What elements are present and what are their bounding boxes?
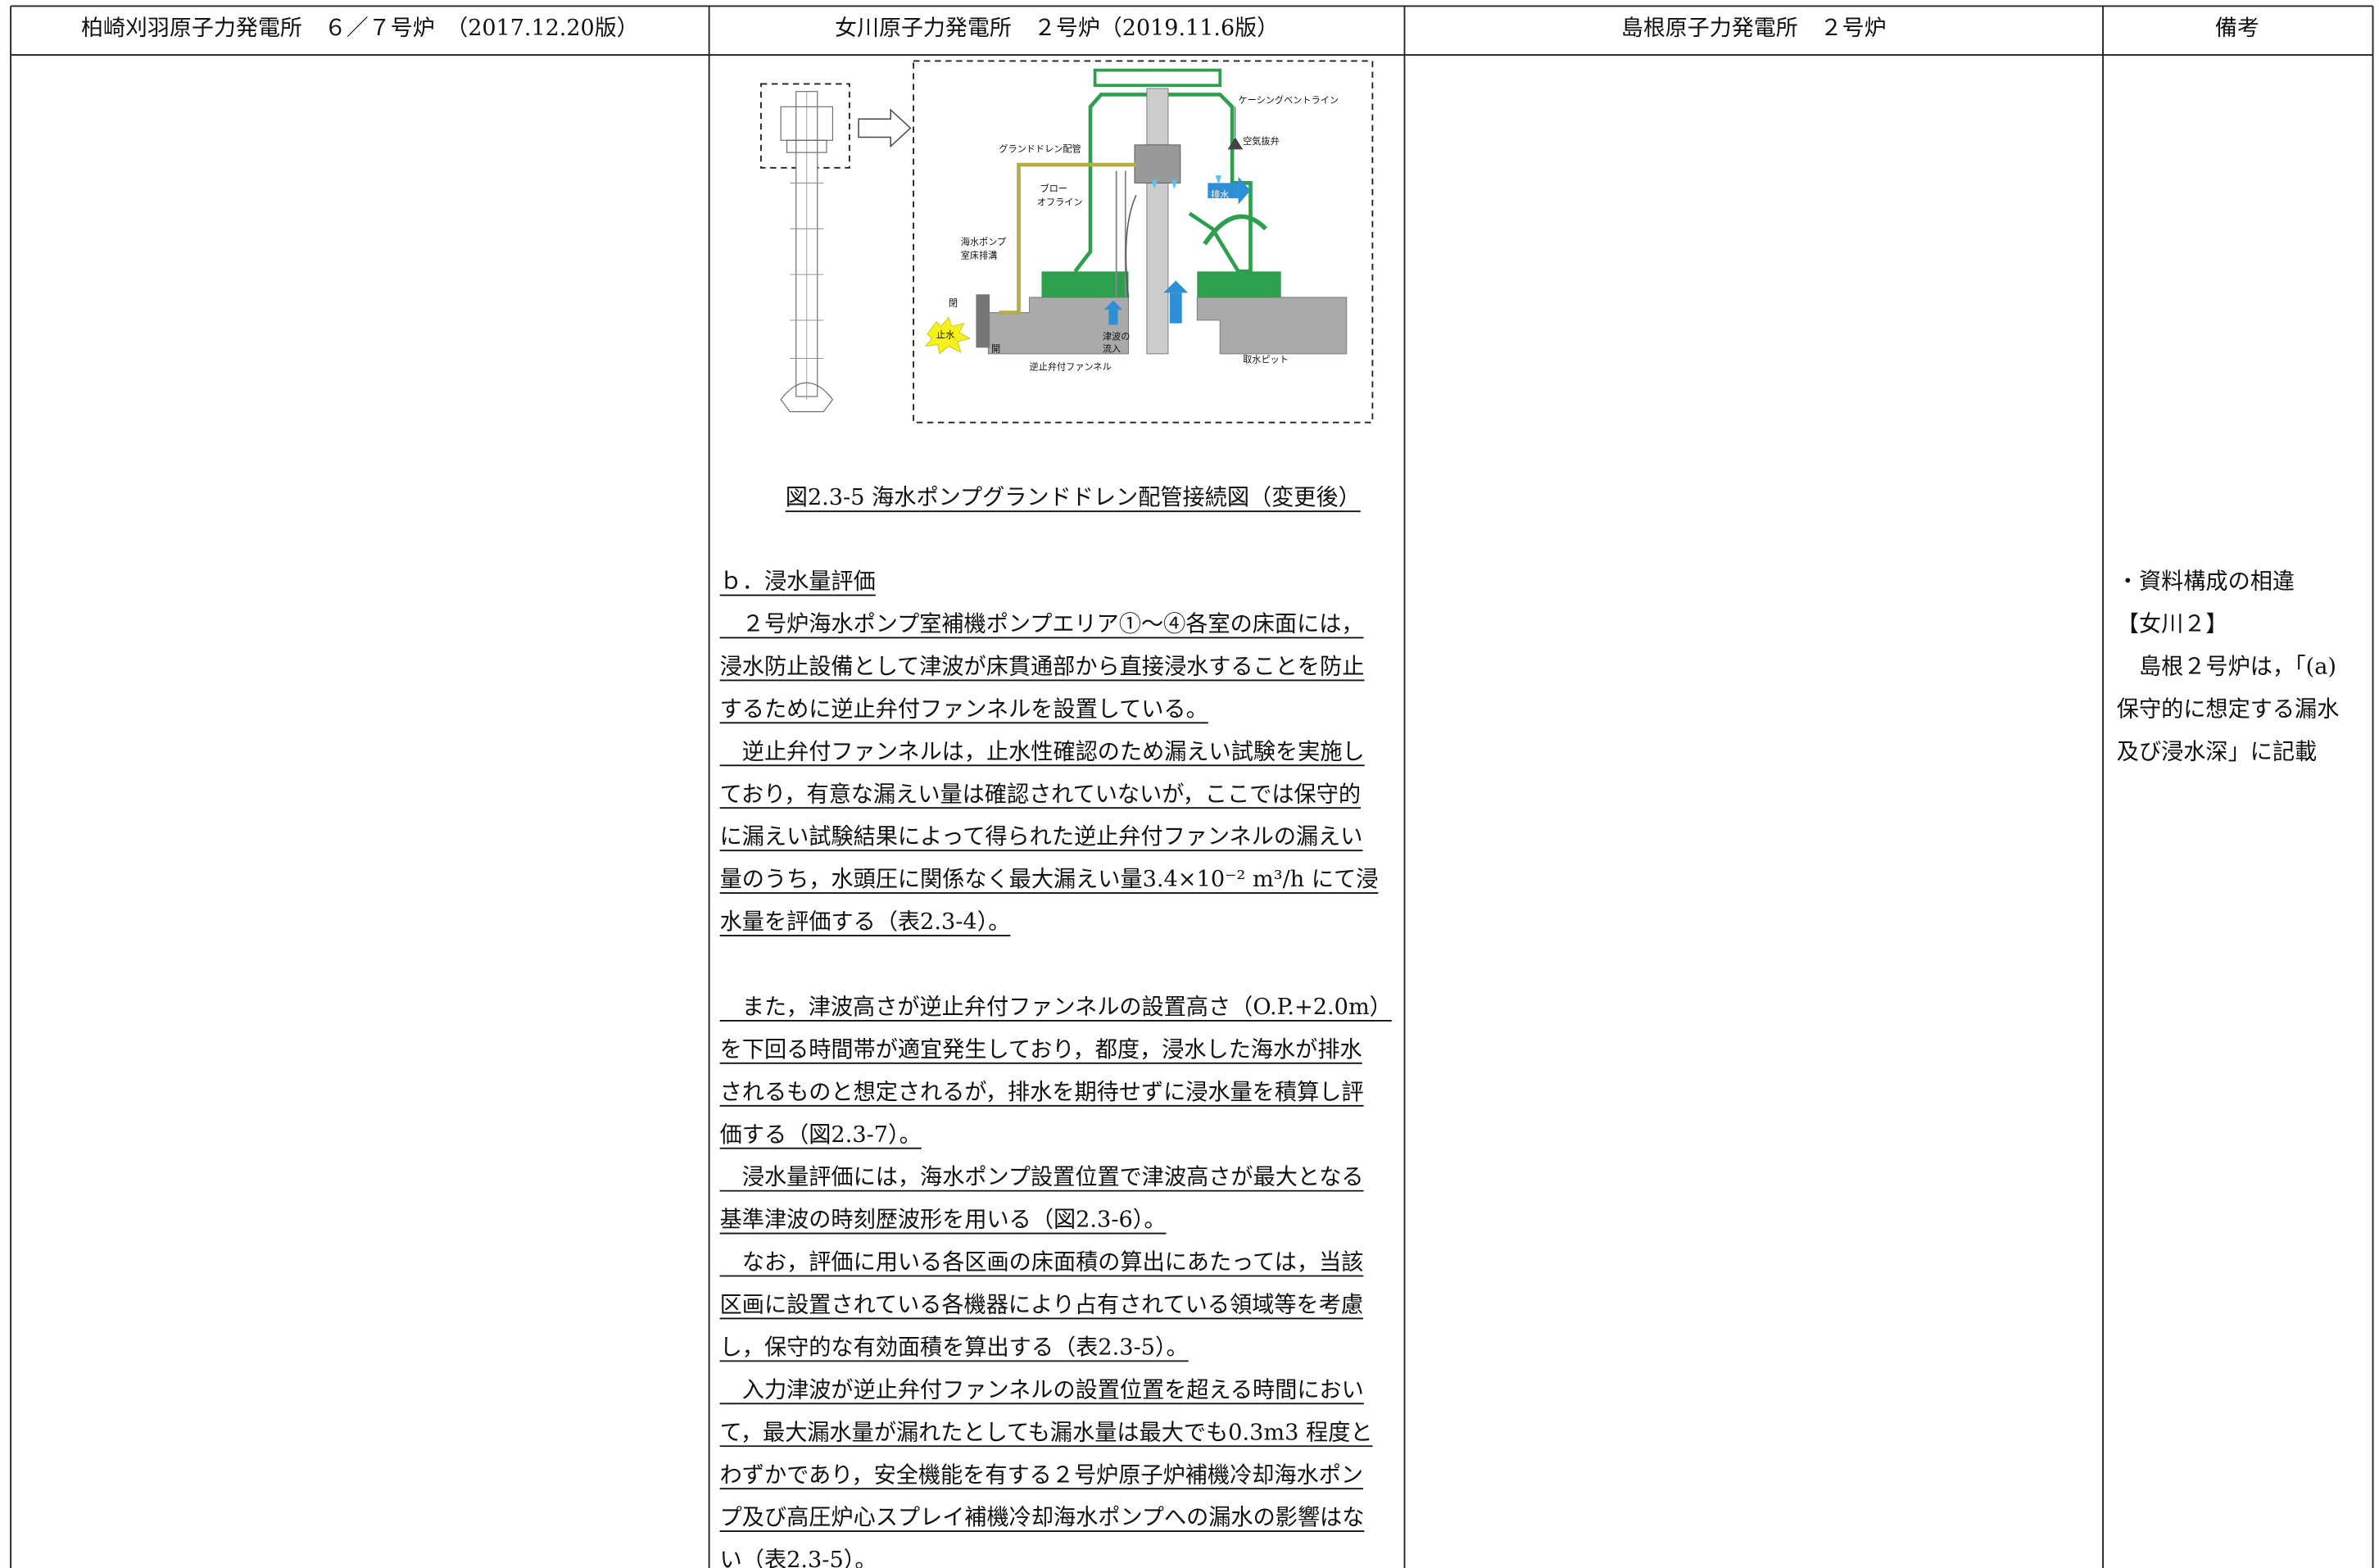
body-line: ２号炉海水ポンプ室補機ポンプエリア①～④各室の床面には， [720, 612, 1364, 637]
body-line: 浸水防止設備として津波が床貫通部から直接浸水することを防止 [720, 654, 1365, 679]
body-line: されるものと想定されるが，排水を期待せずに浸水量を積算し評 [720, 1080, 1364, 1105]
figure-label: 閉 [949, 297, 958, 308]
body-line: 逆止弁付ファンネルは，止水性確認のため漏えい試験を実施し [720, 739, 1365, 764]
figure-label: 開 [991, 343, 1000, 354]
body-line: し，保守的な有効面積を算出する（表2.3-5）。 [720, 1335, 1189, 1360]
remark-line: 保守的に想定する漏水 [2117, 696, 2340, 722]
figure-label: 空気抜弁 [1243, 135, 1280, 147]
body-line: プ及び高圧炉心スプレイ補機冷却海水ポンプへの漏水の影響はな [720, 1505, 1365, 1530]
figure-label: 海水ポンプ [961, 236, 1006, 247]
figure-label: グランドドレン配管 [999, 143, 1081, 154]
figure-label: オフライン [1037, 197, 1083, 208]
column-header: 備考 [2215, 16, 2259, 41]
figure-label: 室床排溝 [961, 250, 998, 261]
body-line: するために逆止弁付ファンネルを設置している。 [720, 696, 1208, 722]
figure-label: 流入 [1103, 342, 1121, 354]
column-header: 島根原子力発電所 ２号炉 [1621, 16, 1887, 41]
body-line: を下回る時間帯が適宜発生しており，都度，浸水した海水が排水 [720, 1037, 1362, 1063]
figure: ケーシングベントライン空気抜弁グランドドレン配管ブローオフライン海水ポンプ室床排… [759, 60, 1374, 424]
column-header: 柏崎刈羽原子力発電所 ６／７号炉 （2017.12.20版） [81, 16, 639, 41]
figure-label: ケーシングベントライン [1239, 94, 1339, 106]
figure-label: 逆止弁付ファンネル [1030, 361, 1112, 373]
figure-caption: 図2.3-5 海水ポンプグランドドレン配管接続図（変更後） [786, 485, 1361, 510]
remark-line: ・資料構成の相違 [2117, 569, 2295, 595]
body-line: わずかであり，安全機能を有する２号炉原子炉補機冷却海水ポン [720, 1462, 1363, 1488]
remark-line: 及び浸水深」に記載 [2117, 739, 2317, 764]
body-line: また，津波高さが逆止弁付ファンネルの設置高さ（O.P.+2.0m） [720, 995, 1392, 1020]
body-line: なお，評価に用いる各区画の床面積の算出にあたっては，当該 [720, 1250, 1364, 1276]
body-line: 基準津波の時刻歴波形を用いる（図2.3-6）。 [720, 1208, 1167, 1233]
figure-label: 排水 [1211, 188, 1229, 200]
body-line: て，最大漏水量が漏れたとしても漏水量は最大でも0.3m3 程度と [720, 1420, 1373, 1445]
body-line: ており，有意な漏えい量は確認されていないが，ここでは保守的 [720, 782, 1361, 807]
body-line: 価する（図2.3-7）。 [720, 1122, 922, 1148]
remark-line: 島根２号炉は，「(a) [2117, 654, 2336, 679]
body-line: い（表2.3-5）。 [720, 1548, 877, 1568]
column-header: 女川原子力発電所 ２号炉（2019.11.6版） [835, 16, 1279, 41]
body-line: 入力津波が逆止弁付ファンネルの設置位置を超える時間におい [720, 1377, 1364, 1403]
body-line: 量のうち，水頭圧に関係なく最大漏えい量3.4×10⁻² m³/h にて浸 [720, 867, 1379, 892]
remark-line: 【女川２】 [2117, 612, 2228, 637]
body-line: に漏えい試験結果によって得られた逆止弁付ファンネルの漏えい [720, 824, 1363, 850]
body-line: 区画に設置されている各機器により占有されている領域等を考慮 [720, 1293, 1363, 1318]
body-line: 浸水量評価には，海水ポンプ設置位置で津波高さが最大となる [720, 1165, 1364, 1190]
body-line: 水量を評価する（表2.3-4）。 [720, 909, 1011, 935]
figure-label: 取水ピット [1243, 354, 1289, 365]
table-grid [10, 5, 2374, 1568]
figure-label: 津波の [1103, 331, 1130, 342]
section-heading: ｂ．浸水量評価 [720, 569, 876, 595]
figure-label: 止水 [936, 330, 954, 341]
figure-label: ブロー [1040, 183, 1067, 194]
